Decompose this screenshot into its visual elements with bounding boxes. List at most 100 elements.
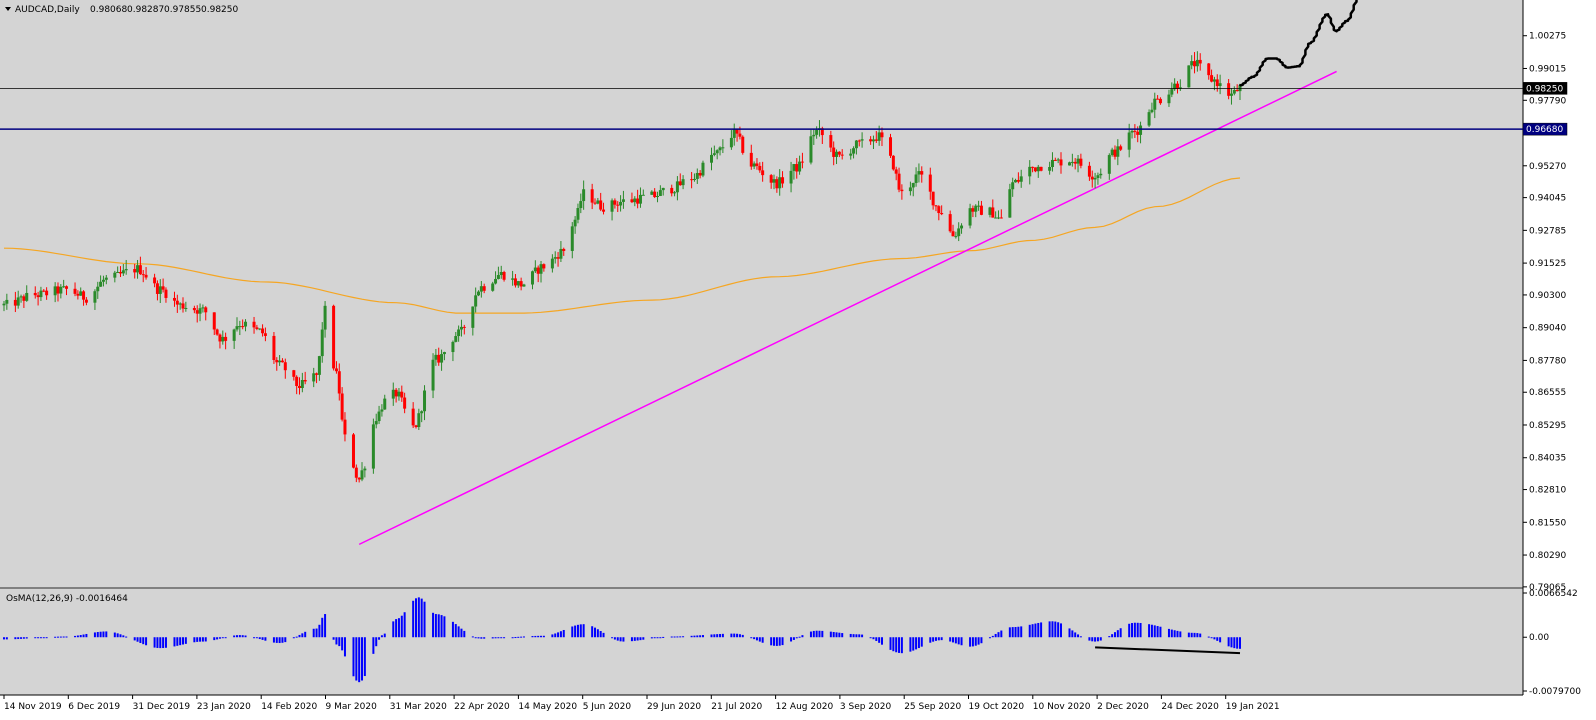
- osma-bar: [957, 637, 960, 645]
- candle-body: [1014, 179, 1018, 183]
- candle-body: [650, 191, 654, 195]
- osma-bar: [1190, 632, 1193, 638]
- candle-body: [511, 278, 515, 280]
- candle-body: [539, 264, 543, 274]
- osma-bar: [1139, 622, 1142, 638]
- osma-bar: [781, 637, 784, 646]
- osma-bar: [1096, 637, 1099, 642]
- forecast-path: [1238, 0, 1359, 87]
- price-tick-label: 0.91525: [1529, 259, 1566, 269]
- osma-bar: [940, 637, 943, 641]
- candle-body: [263, 333, 267, 336]
- price-tick-label: 1.00275: [1529, 32, 1566, 42]
- osma-bar: [397, 618, 400, 638]
- dropdown-triangle-icon[interactable]: [5, 7, 11, 11]
- candle-body: [459, 326, 463, 330]
- candle-body: [1127, 132, 1131, 150]
- candle-body: [735, 129, 739, 134]
- osma-bar: [403, 612, 406, 638]
- osma-bar: [392, 621, 395, 638]
- main-plot-area[interactable]: [0, 0, 1523, 587]
- candle-body: [874, 139, 878, 141]
- osma-bar: [500, 637, 503, 639]
- candle-body: [292, 370, 296, 377]
- candle-body: [172, 297, 176, 301]
- osma-bar: [315, 628, 318, 638]
- osma-bar: [1017, 626, 1020, 638]
- candle-body: [593, 202, 597, 204]
- candle-body: [1110, 149, 1114, 156]
- candle-body: [616, 204, 620, 206]
- osma-bar: [218, 637, 221, 639]
- candle-body: [673, 192, 677, 194]
- osma-bar: [861, 634, 864, 638]
- divergence-line-segment[interactable]: [1095, 646, 1241, 655]
- osma-bar: [1187, 632, 1190, 638]
- time-tick-label: 19 Oct 2020: [969, 702, 1025, 712]
- osma-bar: [39, 637, 42, 639]
- candle-body: [53, 286, 57, 296]
- candle-body: [579, 201, 583, 209]
- candle-body: [133, 269, 137, 273]
- osma-bar: [201, 637, 204, 642]
- candle-body: [136, 265, 140, 273]
- osma-bar: [755, 637, 758, 641]
- price-tick-label: 0.85295: [1529, 421, 1566, 431]
- osma-bar: [1207, 636, 1210, 638]
- price-tick-label: 0.92785: [1529, 226, 1566, 236]
- candle-body: [394, 389, 398, 397]
- indicator-axis-ticks: 0.0066542 0.00 -0.0079700: [1523, 589, 1581, 697]
- price-tick-label: 0.94045: [1529, 194, 1566, 204]
- osma-bar: [1131, 623, 1134, 638]
- candle-body: [79, 291, 83, 296]
- horizontal-levels: [0, 87, 1523, 130]
- osma-bar: [662, 636, 665, 638]
- candle-body: [22, 296, 26, 301]
- osma-bar: [758, 637, 761, 642]
- osma-bar: [673, 636, 676, 638]
- osma-bar: [1014, 626, 1017, 638]
- price-tick-label: 0.87780: [1529, 356, 1566, 366]
- osma-bar: [855, 634, 858, 638]
- candle-body: [303, 380, 307, 382]
- osma-bar: [76, 635, 79, 638]
- candle-body: [255, 327, 259, 329]
- osma-bar: [363, 637, 366, 677]
- candle-body: [590, 189, 594, 203]
- osma-bar: [622, 637, 625, 642]
- osma-bar: [1173, 630, 1176, 638]
- indicator-plot-area[interactable]: [0, 589, 1523, 695]
- osma-bar: [272, 637, 275, 643]
- candle-body: [1076, 158, 1080, 164]
- candle-body: [420, 411, 424, 414]
- candle-body: [1207, 63, 1211, 76]
- osma-bar: [54, 636, 57, 638]
- osma-bar: [477, 637, 480, 639]
- osma-bar: [892, 637, 895, 652]
- candle-body: [852, 148, 856, 154]
- trendline-line[interactable]: [358, 70, 1337, 546]
- candle-body: [457, 329, 461, 337]
- osma-bar: [213, 637, 216, 641]
- candle-body: [931, 191, 935, 206]
- candle-body: [221, 336, 225, 342]
- candle-body: [235, 326, 239, 330]
- candle-body: [1218, 83, 1222, 87]
- forecast-curve[interactable]: [1238, 0, 1359, 87]
- candle-body: [1235, 90, 1239, 92]
- candle-body: [1195, 59, 1199, 67]
- candle-body: [283, 362, 287, 371]
- osma-bar: [770, 637, 773, 646]
- osma-bar: [139, 637, 142, 643]
- osma-bar: [352, 637, 355, 677]
- candle-body: [164, 289, 168, 298]
- candle-body: [761, 170, 765, 176]
- osma-bar: [693, 635, 696, 638]
- osma-bar: [1233, 637, 1236, 649]
- osma-bar: [1074, 632, 1077, 638]
- candle-body: [59, 286, 63, 294]
- candle-body: [25, 292, 29, 301]
- osma-bar: [540, 635, 543, 638]
- osma-bar: [184, 637, 187, 644]
- candle-body: [496, 275, 500, 279]
